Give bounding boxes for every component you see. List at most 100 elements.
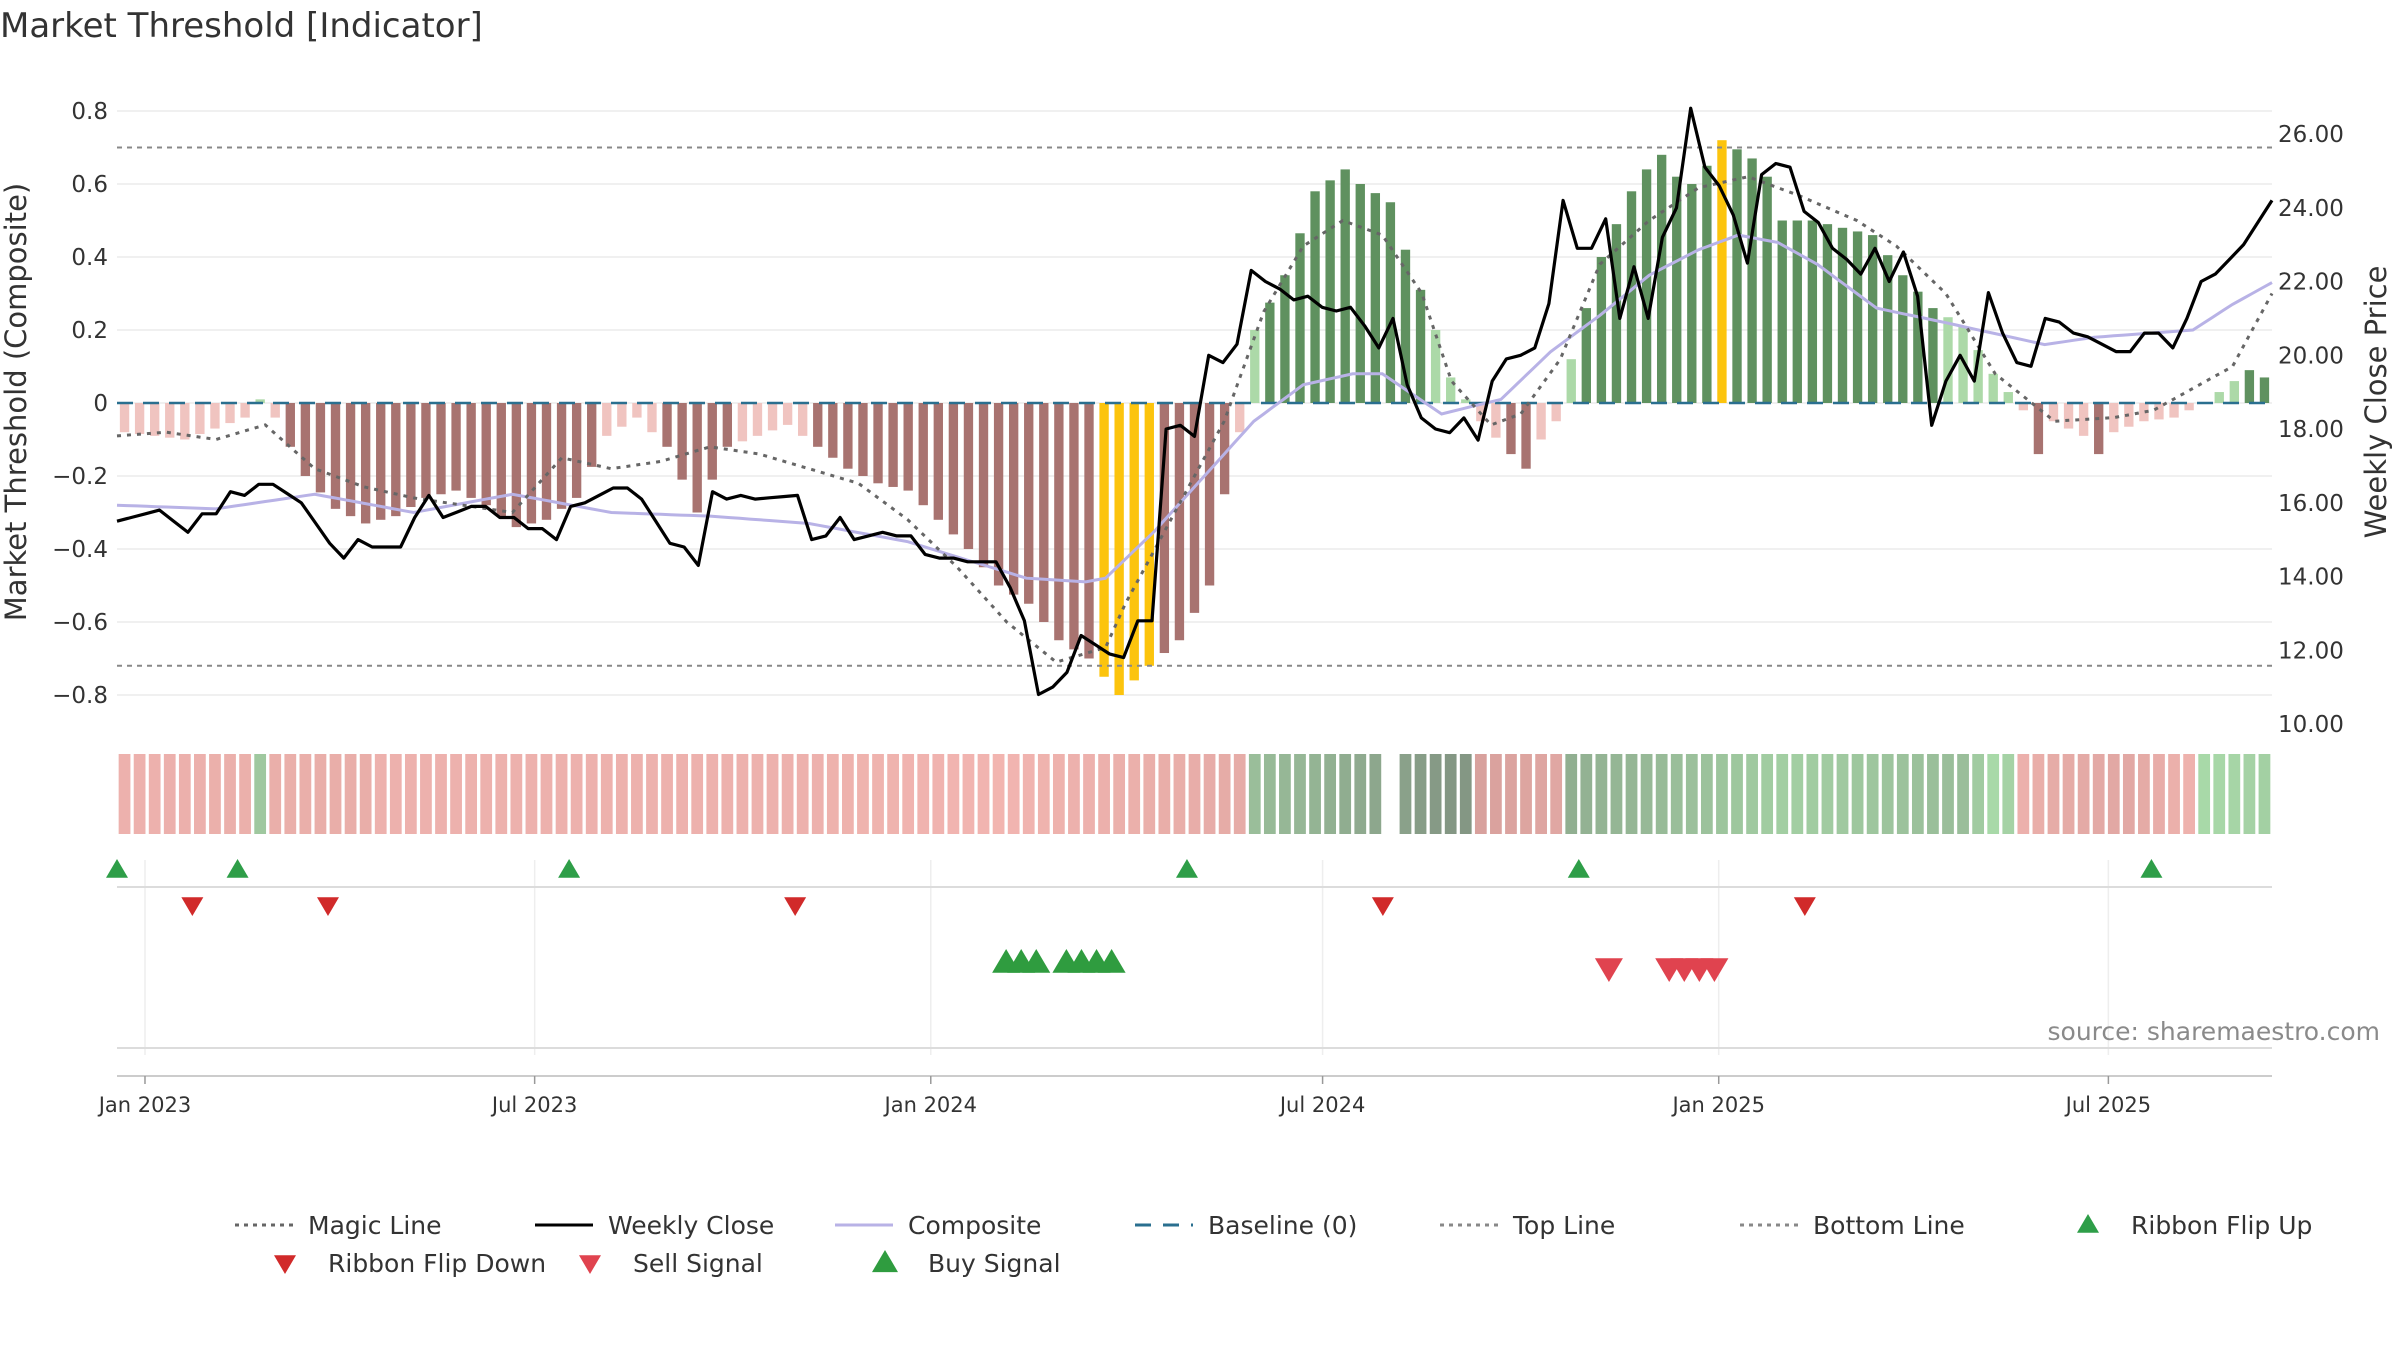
- ribbon-segment: [314, 754, 327, 834]
- ribbon-segment: [480, 754, 493, 834]
- composite-bar: [1415, 289, 1426, 403]
- composite-bar: [1280, 275, 1290, 403]
- composite-bar: [2063, 403, 2074, 429]
- series-lines: [116, 106, 2274, 697]
- composite-bar: [436, 403, 446, 495]
- ribbon-flip-up-marker: [1175, 859, 1198, 878]
- source-label: source: sharemaestro.com: [2048, 1017, 2381, 1046]
- composite-bar: [451, 403, 461, 491]
- ribbon-segment: [1263, 754, 1276, 834]
- ribbon-segment: [1399, 754, 1412, 834]
- ribbon-segment: [2017, 754, 2030, 834]
- ribbon-segment: [224, 754, 236, 834]
- ribbon-segment: [1083, 754, 1095, 834]
- ribbon-segment: [2213, 754, 2226, 834]
- composite-bar: [2154, 403, 2164, 420]
- ribbon-segment: [2122, 754, 2135, 834]
- ribbon-segment: [1565, 754, 1578, 834]
- ribbon-segment: [450, 754, 462, 834]
- composite-bar: [1129, 403, 1139, 681]
- composite-bar: [1883, 255, 1893, 403]
- y2-tick-label: 18.00: [2278, 417, 2344, 443]
- ribbon-segment: [2198, 754, 2211, 834]
- composite-bar: [963, 403, 974, 549]
- ribbon-segment: [691, 754, 704, 834]
- ribbon-flip-down-marker: [1793, 897, 1816, 916]
- ribbon-segment: [178, 754, 191, 834]
- composite-bar: [858, 403, 868, 476]
- composite-bar: [2169, 403, 2179, 418]
- composite-bar: [993, 403, 1004, 586]
- ribbon-segment: [1731, 754, 1743, 834]
- legend-item: Bottom Line: [1740, 1211, 1965, 1240]
- ribbon-segment: [1007, 754, 1020, 834]
- ribbon-segment: [570, 754, 583, 834]
- ribbon-segment: [1354, 754, 1367, 834]
- composite-bar: [2018, 403, 2029, 411]
- ribbon-flip-up-marker: [1567, 859, 1590, 878]
- ribbon-segment: [269, 754, 282, 834]
- composite-bar: [1777, 220, 1787, 403]
- ribbon-segment: [1610, 754, 1623, 834]
- ribbon-segment: [947, 754, 960, 834]
- composite-bar: [602, 403, 612, 436]
- ribbon-segment: [796, 754, 809, 834]
- composite-bar: [165, 403, 175, 438]
- ribbon-flip-up-marker: [226, 859, 249, 878]
- composite-bar: [587, 403, 597, 467]
- ribbon-segment: [1987, 754, 2000, 834]
- composite-bar: [948, 403, 959, 535]
- reference-lines: [117, 146, 2272, 667]
- ribbon-segment: [254, 754, 267, 834]
- ribbon-segment: [2258, 754, 2271, 834]
- axis-labels: 0.8 0.6 0.4 0.2 0 −0.2 −0.4 −0.6 −0.8 26.00 24.00 2…: [52, 99, 2344, 1117]
- composite-bar: [1461, 399, 1471, 403]
- ribbon-segment: [555, 754, 568, 834]
- ribbon-strip: [118, 754, 2271, 834]
- ribbon-segment: [209, 754, 221, 834]
- ribbon-segment: [1670, 754, 1683, 834]
- ribbon-segment: [344, 754, 357, 834]
- composite-bar: [571, 403, 582, 498]
- buy-signal-marker: [1022, 949, 1051, 973]
- ribbon-segment: [2107, 754, 2120, 834]
- composite-bar: [617, 403, 627, 427]
- ribbon-segment: [1655, 754, 1668, 834]
- y2-tick-label: 16.00: [2278, 491, 2344, 517]
- legend-item: Baseline (0): [1135, 1211, 1357, 1240]
- ribbon-segment: [1595, 754, 1608, 834]
- composite-bar: [2033, 403, 2044, 455]
- composite-bars: [119, 140, 2270, 695]
- ribbon-segment: [1098, 754, 1110, 834]
- legend-label: Ribbon Flip Down: [328, 1249, 546, 1278]
- ribbon-segment: [163, 754, 176, 834]
- ribbon-segment: [1158, 754, 1171, 834]
- composite-bar: [1159, 403, 1170, 654]
- y-tick-label: 0.4: [71, 245, 108, 271]
- ribbon-segment: [1490, 754, 1502, 834]
- ribbon-segment: [1625, 754, 1638, 834]
- x-tick-label: Jan 2025: [1670, 1093, 1765, 1117]
- composite-bar: [767, 403, 778, 431]
- y2-tick-label: 10.00: [2278, 712, 2344, 738]
- ribbon-segment: [540, 754, 553, 834]
- composite-bar: [1551, 403, 1561, 422]
- ribbon-segment: [404, 754, 417, 834]
- composite-bar: [918, 403, 928, 506]
- ribbon-segment: [420, 754, 432, 834]
- ribbon-segment: [721, 754, 734, 834]
- composite-bar: [466, 403, 476, 498]
- ribbon-segment: [1233, 754, 1246, 834]
- ribbon-flip-down-marker: [316, 897, 339, 916]
- composite-bar: [315, 403, 326, 493]
- ribbon-segment: [1052, 754, 1065, 834]
- composite-bar: [1400, 249, 1411, 403]
- ribbon-segment: [2183, 754, 2195, 834]
- composite-bar: [813, 403, 823, 447]
- y2-axis-title: Weekly Close Price: [2359, 266, 2393, 539]
- composite-bar: [1581, 308, 1591, 403]
- composite-bar: [1084, 403, 1094, 659]
- ribbon-segment: [1806, 754, 1819, 834]
- x-tick-label: Jul 2023: [490, 1093, 577, 1117]
- chart-title: Market Threshold [Indicator]: [0, 6, 483, 46]
